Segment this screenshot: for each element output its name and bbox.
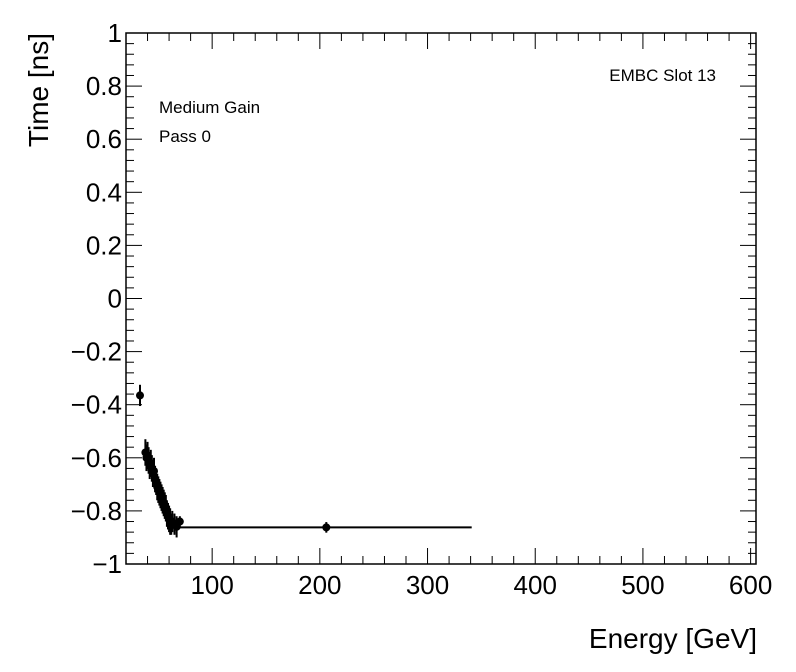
data-point — [136, 384, 144, 407]
axis-ticks — [125, 32, 756, 565]
y-tick-label: −1 — [92, 549, 122, 579]
data-point — [174, 522, 472, 533]
y-tick-label: 0.6 — [86, 124, 122, 154]
gain-annotation: Medium Gain — [159, 98, 260, 117]
data-points — [136, 384, 472, 538]
y-tick-label: −0.6 — [71, 443, 122, 473]
point-marker — [175, 517, 184, 526]
pass-annotation: Pass 0 — [159, 127, 211, 146]
axis-tick-labels: 100 200 300 400 500 600 −1 −0.8 −0.6 −0.4 −0.2 0 0.2… — [71, 18, 773, 600]
x-tick-label: 300 — [406, 570, 449, 600]
y-tick-label: 0 — [108, 284, 122, 314]
y-tick-label: 0.2 — [86, 230, 122, 260]
data-point — [175, 516, 184, 527]
x-tick-label: 500 — [621, 570, 664, 600]
x-tick-label: 200 — [298, 570, 341, 600]
x-axis-title: Energy [GeV] — [589, 623, 757, 654]
slot-annotation: EMBC Slot 13 — [609, 66, 716, 85]
point-marker — [136, 391, 144, 400]
y-tick-label: −0.4 — [71, 390, 122, 420]
y-tick-label: −0.8 — [71, 496, 122, 526]
x-tick-label: 400 — [514, 570, 557, 600]
point-marker — [322, 523, 331, 532]
plot-frame — [125, 32, 757, 565]
y-tick-label: 0.8 — [86, 71, 122, 101]
y-tick-label: −0.2 — [71, 337, 122, 367]
x-tick-label: 600 — [729, 570, 772, 600]
y-tick-label: 1 — [108, 18, 122, 48]
x-tick-label: 100 — [190, 570, 233, 600]
y-axis-title: Time [ns] — [23, 33, 54, 147]
y-tick-label: 0.4 — [86, 177, 122, 207]
